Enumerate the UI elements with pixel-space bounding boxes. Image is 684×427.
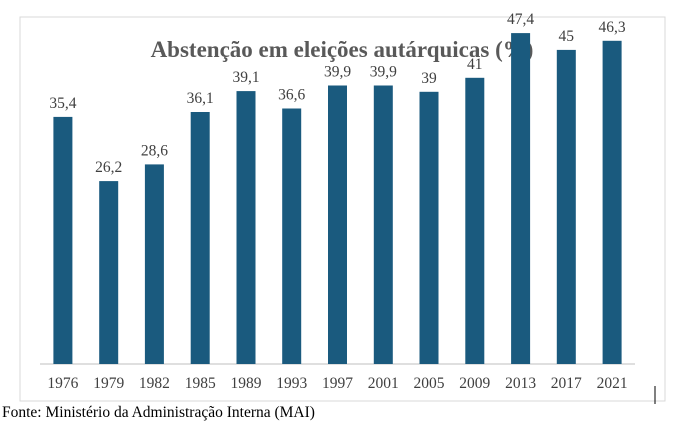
bar-2013 xyxy=(511,33,531,364)
bar-1993 xyxy=(282,108,302,364)
x-tick-1993: 1993 xyxy=(276,375,307,392)
bar-1989 xyxy=(236,91,256,364)
x-tick-2009: 2009 xyxy=(459,375,490,392)
data-label-2001: 39,9 xyxy=(370,64,397,81)
data-label-2021: 46,3 xyxy=(599,19,626,36)
x-tick-2001: 2001 xyxy=(368,375,399,392)
chart-title: Abstenção em eleições autárquicas (%) xyxy=(151,37,534,62)
bar-1985 xyxy=(190,112,210,364)
x-tick-labels-group: 1976 1979 1982 1985 1989 1993 1997 2001 2005 2009… xyxy=(47,375,627,392)
data-label-1979: 26,2 xyxy=(95,159,122,176)
data-labels-group: 35,4 26,2 28,6 36,1 39,1 36,6 39,9 39,9 39 41 47,4… xyxy=(49,11,626,176)
data-label-1976: 35,4 xyxy=(49,95,76,112)
x-tick-2021: 2021 xyxy=(597,375,628,392)
bar-1982 xyxy=(144,164,164,364)
data-label-1993: 36,6 xyxy=(278,87,305,104)
data-label-2005: 39 xyxy=(421,70,437,87)
x-tick-2005: 2005 xyxy=(414,375,445,392)
x-tick-1997: 1997 xyxy=(322,375,353,392)
bar-1979 xyxy=(99,181,119,364)
x-tick-1989: 1989 xyxy=(231,375,262,392)
x-tick-2017: 2017 xyxy=(551,375,582,392)
bar-2017 xyxy=(556,49,576,365)
data-label-1982: 28,6 xyxy=(141,142,168,159)
bar-1976 xyxy=(53,116,73,365)
data-label-2013: 47,4 xyxy=(507,11,534,28)
x-tick-2013: 2013 xyxy=(505,375,536,392)
source-note: Fonte: Ministério da Administração Inter… xyxy=(2,404,315,421)
x-tick-1979: 1979 xyxy=(93,375,124,392)
bar-2001 xyxy=(373,85,393,364)
bar-2005 xyxy=(419,91,439,365)
x-tick-1982: 1982 xyxy=(139,375,170,392)
x-tick-1976: 1976 xyxy=(47,375,78,392)
data-label-2017: 45 xyxy=(559,28,575,45)
x-tick-1985: 1985 xyxy=(185,375,216,392)
bar-1997 xyxy=(328,85,347,364)
data-label-1997: 39,9 xyxy=(324,64,351,81)
bar-2009 xyxy=(465,77,485,365)
data-label-1989: 39,1 xyxy=(232,69,259,86)
data-label-1985: 36,1 xyxy=(187,90,214,107)
bar-2021 xyxy=(602,40,622,365)
bars-group xyxy=(53,33,622,365)
data-label-2009: 41 xyxy=(467,56,483,73)
